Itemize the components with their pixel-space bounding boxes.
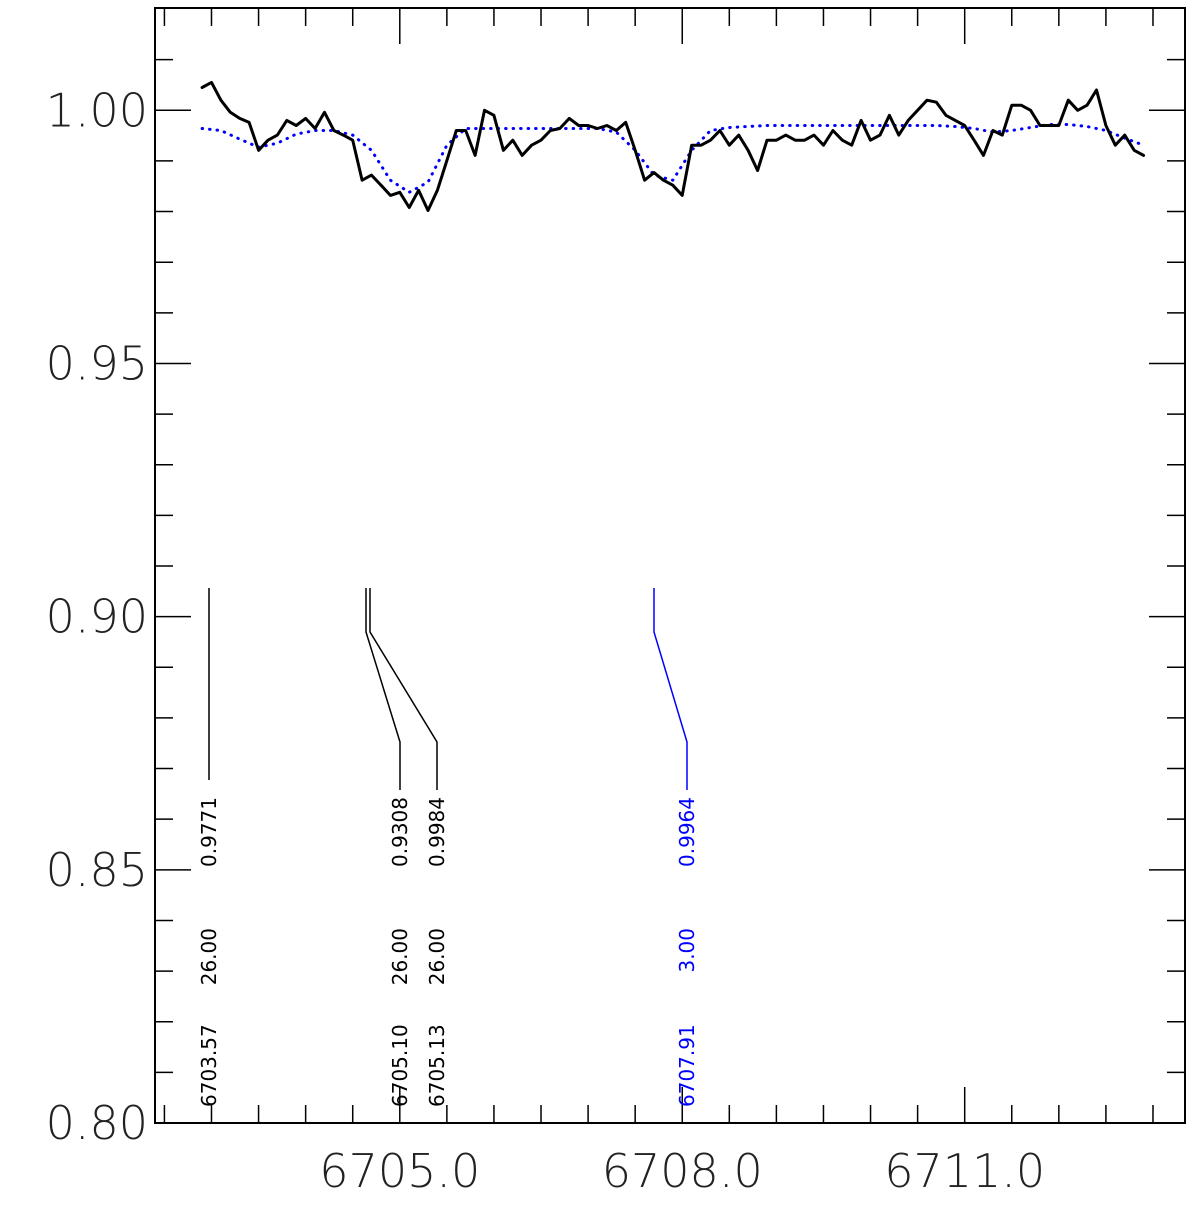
y-tick-label: 0.80 — [46, 1096, 148, 1150]
x-tick-label: 6711.0 — [884, 1144, 1045, 1198]
line-label-depth: 0.9984 — [425, 797, 449, 867]
y-tick-label: 0.95 — [46, 336, 148, 390]
line-marker — [653, 588, 688, 790]
line-marker — [369, 588, 438, 790]
line-label-strength: 26.00 — [388, 928, 412, 985]
line-label-strength: 26.00 — [197, 928, 221, 985]
line-label-wavelength: 6705.13 — [425, 1024, 449, 1107]
line-label-depth: 0.9964 — [675, 797, 699, 867]
spectrum-line — [200, 123, 1146, 194]
spectrum-line — [200, 80, 1146, 212]
x-tick-label: 6705.0 — [319, 1144, 480, 1198]
line-label-depth: 0.9308 — [388, 797, 412, 867]
y-tick-label: 1.00 — [46, 83, 148, 137]
line-label-strength: 3.00 — [675, 928, 699, 973]
line-label-wavelength: 6707.91 — [675, 1024, 699, 1107]
y-tick-label: 0.90 — [46, 590, 148, 644]
line-label-strength: 26.00 — [425, 928, 449, 985]
plot-frame — [154, 7, 1186, 1124]
line-label-wavelength: 6705.10 — [388, 1024, 412, 1107]
y-tick-label: 0.85 — [46, 843, 148, 897]
x-tick-label: 6708.0 — [602, 1144, 763, 1198]
line-label-wavelength: 6703.57 — [197, 1024, 221, 1107]
line-label-depth: 0.9771 — [197, 797, 221, 867]
line-marker — [365, 588, 401, 790]
